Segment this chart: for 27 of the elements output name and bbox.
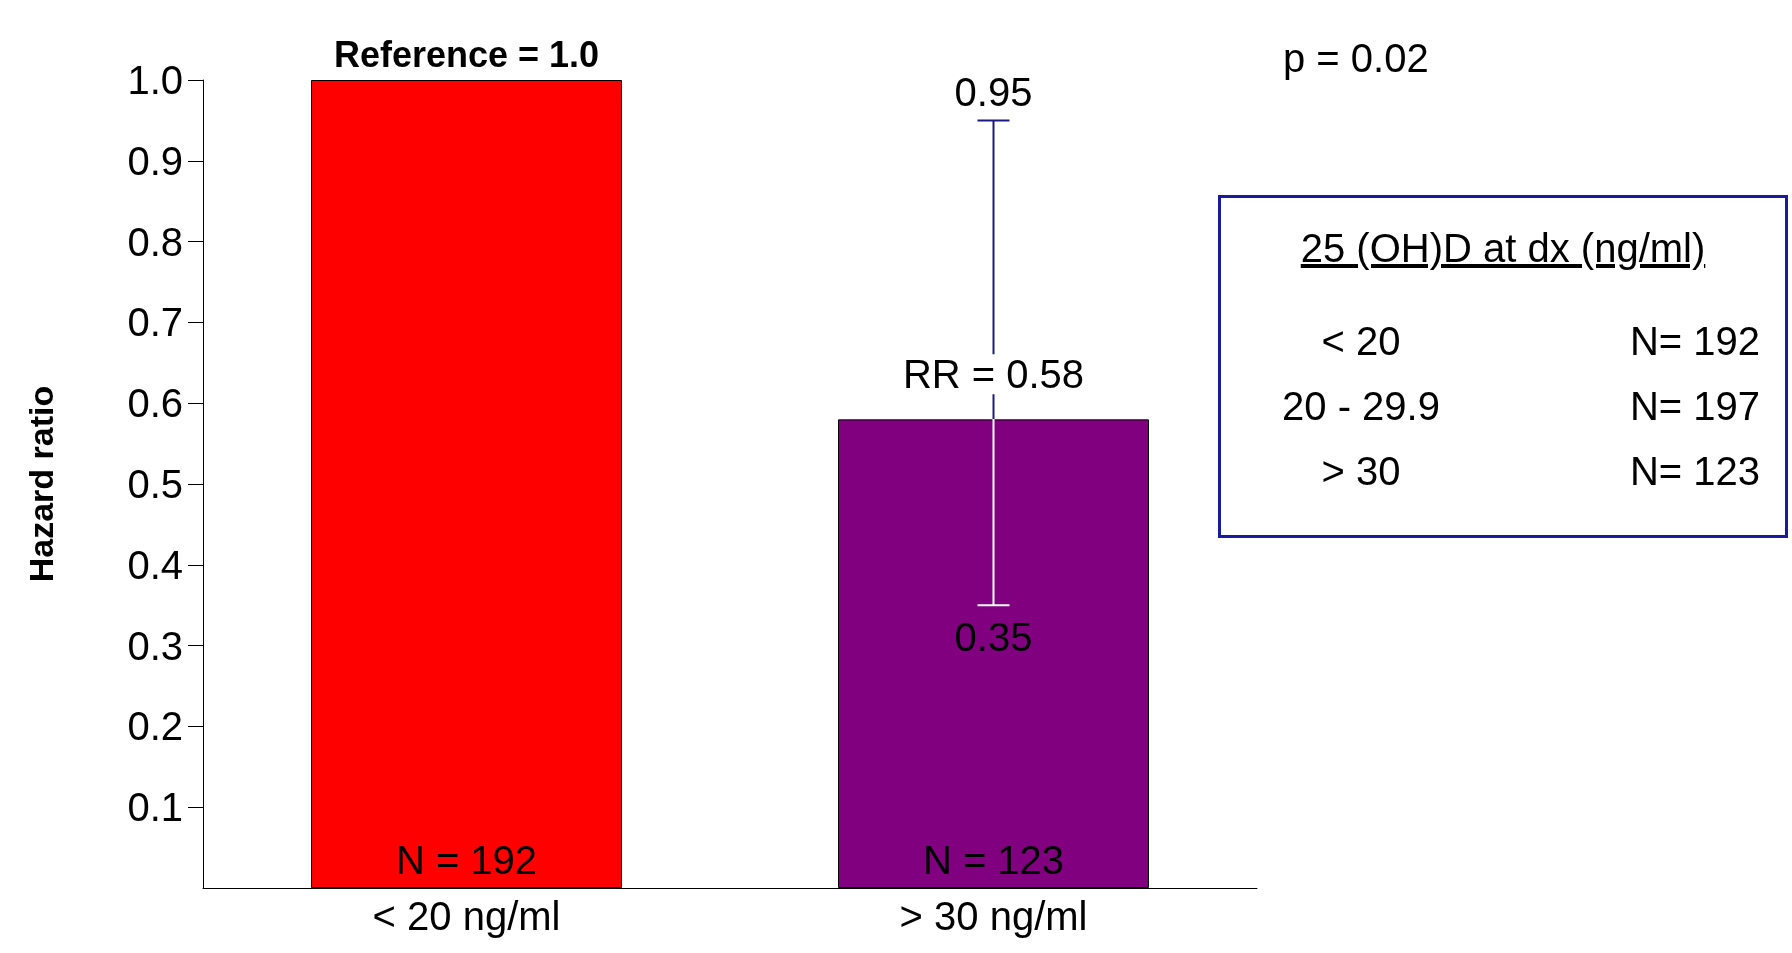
text: 25 (OH)D at dx (ng/ml) <box>1299 226 1707 271</box>
y-tick-label: 0.5 <box>127 462 183 506</box>
annotation: N = 123 <box>922 838 1065 882</box>
text: 20 - 29.9 <box>1281 383 1441 430</box>
x-tick-label: < 20 ng/ml <box>372 894 561 938</box>
y-tick-label: 0.9 <box>127 138 183 183</box>
x-tick-label: > 30 ng/ml <box>899 894 1088 938</box>
text: N= 123 <box>1629 448 1760 495</box>
text: > 30 <box>1320 448 1402 495</box>
annotation: Reference = 1.0 <box>333 33 600 75</box>
text: N= 197 <box>1629 383 1760 430</box>
y-tick-label: 0.4 <box>127 542 183 587</box>
y-tick-label: 0.2 <box>127 704 183 749</box>
y-tick-label: 0.8 <box>127 219 183 264</box>
annotation: RR = 0.58 <box>902 352 1085 397</box>
text: N= 192 <box>1629 318 1760 365</box>
y-tick-label: 0.3 <box>127 623 183 668</box>
annotation: N = 192 <box>395 838 538 882</box>
y-tick-label: 0.6 <box>127 381 183 426</box>
annotation: 0.35 <box>954 615 1033 660</box>
y-axis-title: Hazard ratio <box>22 385 60 583</box>
annotation: 0.95 <box>954 70 1033 115</box>
text: < 20 <box>1320 318 1402 365</box>
y-tick-label: 0.7 <box>127 300 183 345</box>
y-tick-label: 1.0 <box>127 58 183 102</box>
text: p = 0.02 <box>1283 36 1429 80</box>
y-tick-label: 0.1 <box>127 785 183 830</box>
